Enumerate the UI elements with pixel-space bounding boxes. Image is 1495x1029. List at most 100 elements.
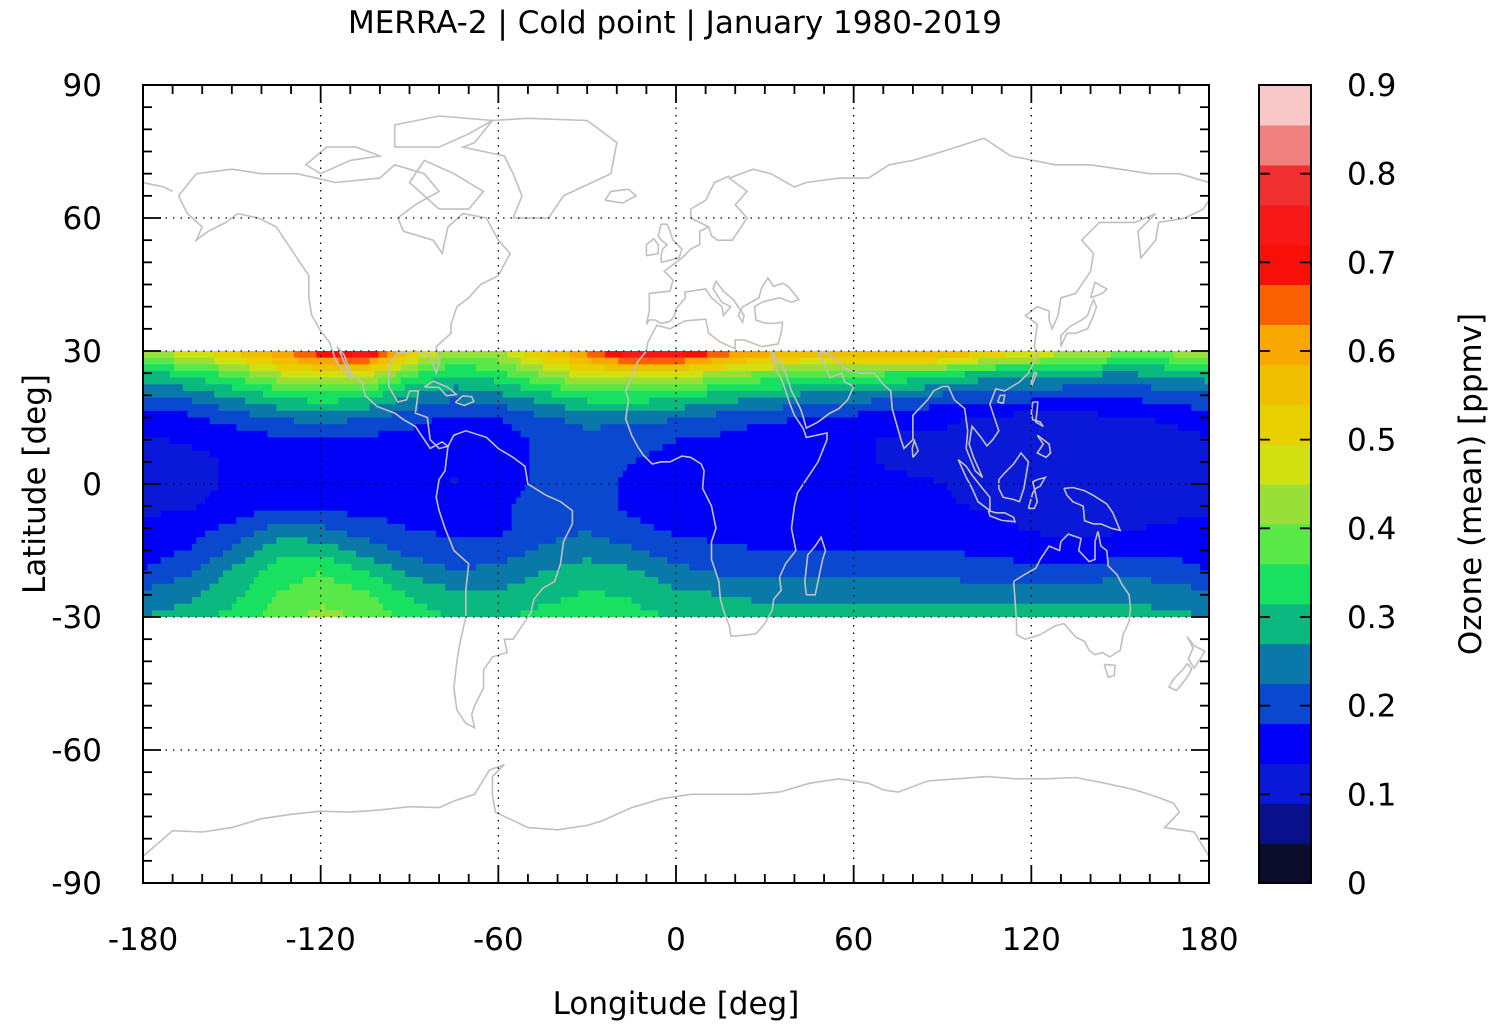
field-cell (875, 444, 1209, 452)
colorbar-tick-label: 0.5 (1347, 423, 1396, 459)
field-cell (1182, 557, 1209, 565)
field-cell (787, 417, 961, 425)
coastline (987, 509, 1017, 523)
x-tick-labels: -180 -120 -60 0 60 120 180 (108, 922, 1239, 958)
field-cell (507, 583, 673, 592)
field-cell (720, 430, 899, 439)
coastline (177, 163, 512, 450)
field-cell (338, 543, 388, 552)
field-cell (356, 550, 402, 558)
field-cell (524, 484, 619, 492)
coastline (624, 199, 1209, 637)
field-cell (276, 404, 371, 412)
coastline (393, 115, 496, 148)
field-cell (511, 523, 655, 532)
field-cell (396, 351, 406, 359)
field-cell (1142, 397, 1209, 405)
field-cell (182, 384, 233, 392)
field-cell (493, 377, 531, 385)
coastline (1012, 531, 1132, 658)
field-cell (391, 610, 442, 617)
field-cell (529, 377, 566, 385)
field-cell (351, 563, 393, 572)
field-cell (262, 543, 340, 552)
field-cell (533, 410, 717, 419)
field-cell (143, 523, 220, 532)
coastline (1060, 298, 1098, 347)
colorbar-tick-label: 0.4 (1347, 511, 1396, 547)
field-cell (382, 390, 420, 399)
field-cell (622, 351, 686, 359)
field-cell (1177, 517, 1209, 525)
field-cell (649, 397, 739, 405)
y-tick-labels: 90 60 30 0 -30 -60 -90 (51, 68, 102, 902)
field-cell (587, 351, 606, 359)
field-cell (143, 437, 171, 445)
colorbar-swatch (1259, 683, 1311, 724)
field-cell (449, 477, 460, 485)
field-cell (671, 583, 1192, 592)
ozone-field (143, 351, 1209, 617)
field-cell (578, 530, 593, 538)
field-cell (582, 557, 593, 565)
field-cell (1106, 557, 1184, 565)
field-cell (400, 377, 433, 385)
field-cell (174, 351, 215, 359)
field-cell (143, 404, 220, 412)
field-cell (280, 370, 375, 379)
field-cell (160, 557, 211, 565)
field-cell (445, 583, 508, 592)
field-cell (143, 457, 220, 465)
field-cell (724, 364, 775, 372)
colorbar (1258, 84, 1312, 884)
field-cell (502, 530, 579, 538)
colorbar-tick-labels: 0.9 0.8 0.7 0.6 0.5 0.4 0.3 0.2 0.1 0 (1347, 68, 1396, 902)
field-cell (191, 597, 237, 605)
field-cell (711, 357, 748, 365)
colorbar-tick-label: 0.8 (1347, 157, 1396, 193)
colorbar-swatch (1259, 164, 1311, 206)
field-cell (231, 563, 269, 572)
colorbar-swatch (1259, 85, 1311, 126)
field-cell (382, 577, 424, 585)
field-cell (1173, 351, 1209, 359)
field-cell (249, 370, 282, 379)
field-cell (831, 357, 939, 365)
coastline (408, 159, 485, 210)
field-cell (209, 583, 251, 592)
field-cell (209, 450, 531, 459)
field-cell (676, 437, 877, 445)
colorbar-tick-label: 0 (1347, 866, 1367, 902)
field-cell (1062, 384, 1152, 392)
field-cell (542, 364, 571, 372)
field-cell (529, 470, 624, 479)
colorbar-tick-label: 0.3 (1347, 600, 1396, 636)
field-cell (520, 357, 544, 365)
field-cell (191, 444, 531, 452)
field-cell (751, 370, 886, 379)
colorbar-tick-label: 0.2 (1347, 689, 1396, 725)
field-cell (143, 603, 175, 612)
coastline (1089, 281, 1109, 299)
field-cell (1204, 377, 1209, 385)
field-cell (942, 390, 1209, 399)
field-cell (333, 557, 375, 565)
field-cell (445, 563, 477, 572)
field-cell (400, 550, 526, 558)
field-cell (369, 351, 380, 359)
field-cell (245, 397, 309, 405)
y-tick-label: -30 (51, 600, 102, 636)
field-cell (214, 390, 264, 399)
x-tick-label: 120 (1002, 922, 1061, 958)
coastline (423, 380, 459, 397)
field-cell (143, 503, 197, 512)
field-cell (1137, 370, 1209, 379)
field-cell (516, 364, 544, 372)
field-cell (1111, 351, 1175, 359)
field-cell (373, 557, 424, 565)
field-cell (218, 484, 526, 492)
field-cell (658, 577, 961, 585)
colorbar-tick-label: 0.6 (1347, 334, 1396, 370)
field-cell (271, 384, 380, 392)
field-cell (143, 570, 193, 578)
